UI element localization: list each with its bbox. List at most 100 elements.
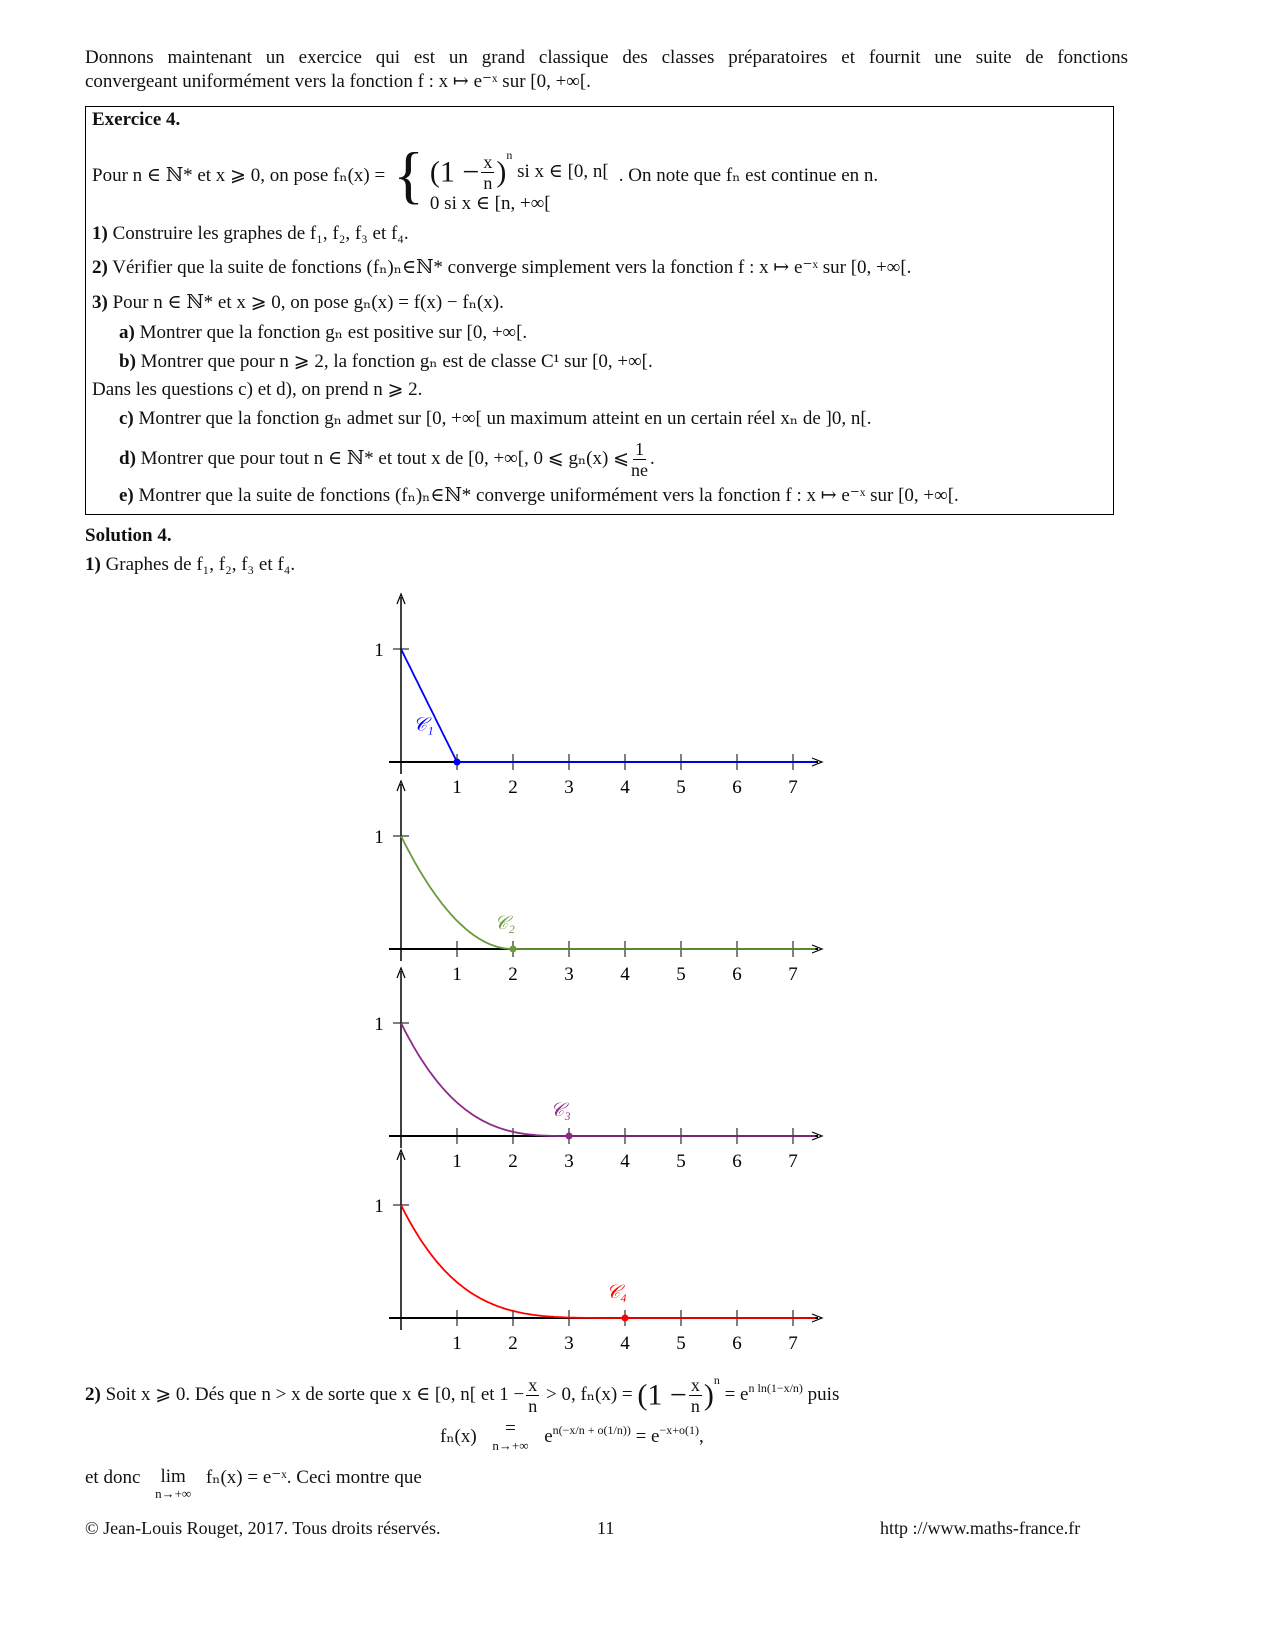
y-tick-label: 1	[374, 1196, 384, 1217]
footer-url[interactable]: http ://www.maths-france.fr	[880, 1518, 1081, 1538]
x-tick-label: 2	[508, 1333, 518, 1354]
s2-paren-close: )	[703, 1378, 714, 1412]
x-tick-label: 7	[788, 1151, 798, 1172]
s2-text-b: > 0, fₙ(x) =	[546, 1384, 633, 1405]
qd-frac-den: ne	[631, 460, 648, 481]
x-tick-label: 5	[676, 777, 686, 798]
solution-limit-line: et donc lim n→+∞ fₙ(x) = e⁻ˣ. Ceci montre…	[85, 1467, 422, 1501]
solution-title: Solution 4.	[85, 525, 172, 547]
intro-line-1: Donnons maintenant un exercice qui est u…	[85, 47, 1128, 68]
x-tick-label: 4	[620, 777, 630, 798]
y-axis-arrow	[396, 966, 406, 979]
footer-copyright: © Jean-Louis Rouget, 2017. Tous droits r…	[85, 1518, 441, 1538]
qa-text: Montrer que la fonction gₙ est positive …	[139, 322, 528, 343]
definition-suffix: . On note que fₙ est continue en n.	[618, 164, 879, 186]
y-tick-label: 1	[374, 640, 384, 661]
y-axis-arrow	[396, 1148, 406, 1161]
x-tick-label: 5	[676, 964, 686, 985]
equation-asymptotic: fₙ(x) = n→+∞ en(−x/n + o(1/n)) = e−x+o(1)…	[440, 1419, 704, 1453]
curve-label-c3: 𝒞₃	[550, 1100, 570, 1121]
marked-point-f3	[565, 1132, 573, 1140]
definition-row: Pour n ∈ ℕ* et x ⩾ 0, on pose fₙ(x) = { …	[92, 135, 879, 215]
curve-f1	[400, 648, 816, 763]
s3-text-a: et donc	[85, 1467, 141, 1488]
footer-page-number: 11	[597, 1518, 615, 1538]
qe-text: Montrer que la suite de fonctions (fₙ)ₙ∈…	[138, 485, 959, 506]
x-tick-label: 6	[732, 777, 742, 798]
x-tick-label: 3	[564, 1151, 574, 1172]
definition-case-2: 0 si x ∈ [n, +∞[	[429, 193, 551, 215]
qd-frac-num: 1	[633, 439, 646, 461]
question-3b: b) Montrer que pour n ⩾ 2, la fonction g…	[119, 351, 653, 373]
x-tick-label: 7	[788, 1333, 798, 1354]
note-cd: Dans les questions c) et d), on prend n …	[92, 379, 423, 400]
case1-den: n	[483, 173, 493, 194]
q1-text: Construire les graphes de f₁, f₂, f₃ et …	[112, 223, 409, 244]
eq-equals: =	[505, 1418, 516, 1439]
eq-under: n→+∞	[492, 1438, 529, 1453]
lim-under: n→+∞	[155, 1486, 192, 1501]
q3-text: Pour n ∈ ℕ* et x ⩾ 0, on pose gₙ(x) = f(…	[112, 292, 504, 313]
x-tick-label: 4	[620, 1333, 630, 1354]
case1-condition: si x ∈ [0, n[	[517, 160, 609, 182]
definition-case-1: (1 − x n)n si x ∈ [0, n[	[430, 135, 609, 193]
s2-text-puis: puis	[807, 1384, 840, 1405]
y-axis-arrow	[396, 592, 406, 605]
s1-text: Graphes de f₁, f₂, f₃ et f₄.	[105, 554, 296, 575]
x-axis-arrow	[811, 1313, 824, 1323]
s2-frac-num: x	[526, 1375, 540, 1397]
x-tick-label: 3	[564, 964, 574, 985]
x-tick-label: 3	[564, 1333, 574, 1354]
eq-rhs: e	[544, 1426, 553, 1447]
q2-text: Vérifier que la suite de fonctions (fₙ)ₙ…	[112, 257, 912, 278]
q1-number: 1)	[92, 223, 108, 244]
qd-number: d)	[119, 448, 136, 469]
curve-label-c1: 𝒞₁	[413, 714, 433, 735]
qd-fraction: 1 ne	[631, 439, 648, 480]
definition-cases: (1 − x n)n si x ∈ [0, n[ 0 si x ∈ [n, +∞[	[430, 135, 609, 215]
s2-exp: n	[713, 1373, 720, 1387]
marked-point-f2	[509, 945, 517, 953]
s2-exp-base: = e	[724, 1384, 749, 1405]
y-tick-label: 1	[374, 827, 384, 848]
curve-f4	[400, 1204, 816, 1319]
question-3d: d) Montrer que pour tout n ∈ ℕ* et tout …	[119, 438, 655, 480]
definition-prefix: Pour n ∈ ℕ* et x ⩾ 0, on pose fₙ(x) =	[92, 164, 386, 186]
curve-label-c2: 𝒞₂	[494, 913, 515, 934]
s2-frac-den: n	[528, 1396, 538, 1417]
question-2: 2) Vérifier que la suite de fonctions (f…	[92, 257, 911, 279]
x-axis-arrow	[811, 757, 824, 767]
s2-frac2-den: n	[690, 1396, 700, 1417]
case1-close: )	[496, 155, 507, 189]
eq-lhs: fₙ(x)	[440, 1426, 477, 1447]
eq-rhs2: = e	[635, 1426, 660, 1447]
x-tick-label: 4	[620, 964, 630, 985]
question-1: 1) Construire les graphes de f₁, f₂, f₃ …	[92, 223, 409, 245]
s2-paren-open: (1 −	[637, 1378, 687, 1412]
x-tick-label: 5	[676, 1333, 686, 1354]
q2-number: 2)	[92, 257, 108, 278]
case1-open: (1 −	[429, 155, 480, 189]
x-axis-arrow	[811, 944, 824, 954]
x-tick-label: 4	[620, 1151, 630, 1172]
x-axis-arrow	[811, 1131, 824, 1141]
case1-num: x	[481, 152, 495, 174]
marked-point-f1	[453, 758, 461, 766]
qc-number: c)	[119, 408, 134, 429]
brace-symbol: {	[393, 139, 424, 210]
eq-rhs2-exp: −x+o(1)	[659, 1423, 700, 1437]
x-tick-label: 6	[732, 1151, 742, 1172]
question-3a: a) Montrer que la fonction gₙ est positi…	[119, 322, 527, 344]
s3-text-b: fₙ(x) = e⁻ˣ. Ceci montre que	[205, 1467, 422, 1488]
x-tick-label: 1	[452, 964, 462, 985]
qe-number: e)	[119, 485, 134, 506]
x-tick-label: 7	[788, 964, 798, 985]
marked-point-f4	[621, 1314, 629, 1322]
x-tick-label: 3	[564, 777, 574, 798]
solution-1: 1) Graphes de f₁, f₂, f₃ et f₄.	[85, 554, 295, 576]
eq-equals-under: = n→+∞	[481, 1419, 539, 1453]
question-3e: e) Montrer que la suite de fonctions (fₙ…	[119, 485, 959, 507]
x-tick-label: 6	[732, 1333, 742, 1354]
x-tick-label: 2	[508, 1151, 518, 1172]
